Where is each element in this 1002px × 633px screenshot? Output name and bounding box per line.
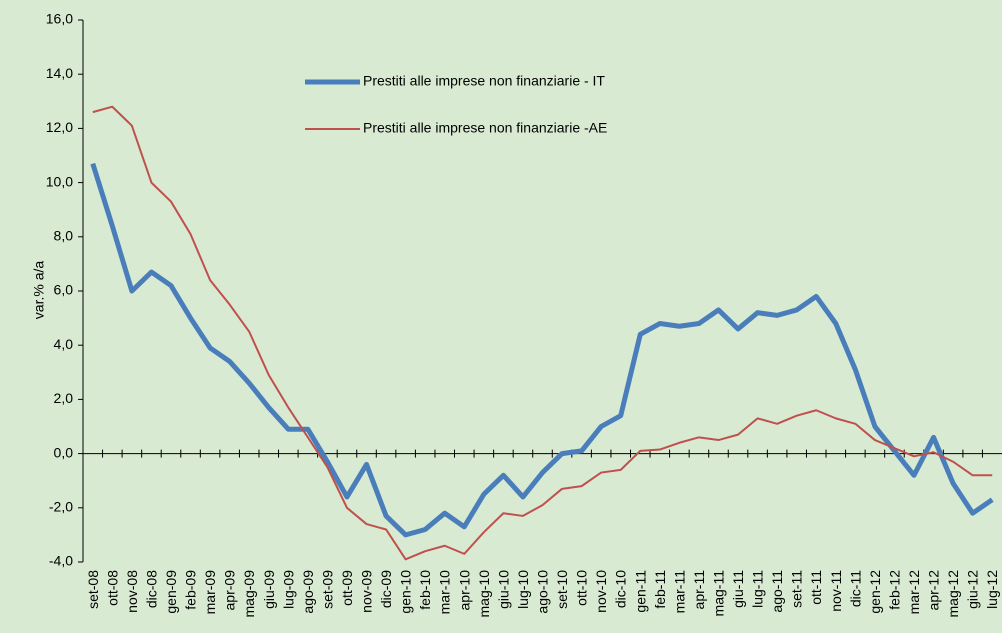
x-tick-label: apr-10 <box>456 570 472 611</box>
x-tick-label: ago-10 <box>535 570 551 614</box>
x-tick-label: mag-10 <box>476 570 492 618</box>
x-tick-label: set-11 <box>789 570 805 608</box>
x-tick-label: giu-12 <box>965 570 981 609</box>
x-tick-label: gen-11 <box>632 570 648 613</box>
x-tick-label: nov-08 <box>124 570 140 613</box>
legend-label: Prestiti alle imprese non finanziarie - … <box>363 73 605 89</box>
x-tick-label: mag-11 <box>710 570 726 617</box>
x-tick-label: nov-10 <box>593 570 609 613</box>
x-tick-label: nov-11 <box>828 570 844 612</box>
x-tick-label: apr-09 <box>222 570 238 611</box>
x-tick-label: ott-11 <box>808 570 824 605</box>
x-tick-label: dic-10 <box>613 570 629 608</box>
x-tick-label: ago-11 <box>769 570 785 613</box>
x-tick-label: set-08 <box>85 570 101 609</box>
x-tick-label: giu-09 <box>261 570 277 609</box>
x-tick-label: dic-11 <box>847 570 863 607</box>
y-tick-label: 4,0 <box>54 336 74 352</box>
x-tick-label: set-10 <box>554 570 570 609</box>
x-tick-label: feb-10 <box>417 570 433 610</box>
y-tick-label: 16,0 <box>46 11 73 27</box>
x-tick-label: apr-11 <box>691 570 707 610</box>
x-tick-label: ott-09 <box>339 570 355 606</box>
y-axis-label: var.% a/a <box>31 261 47 320</box>
x-tick-label: gen-09 <box>163 570 179 614</box>
y-tick-label: 12,0 <box>46 119 73 135</box>
y-tick-label: 0,0 <box>54 444 74 460</box>
y-tick-label: 14,0 <box>46 65 73 81</box>
x-tick-label: mar-09 <box>202 570 218 615</box>
x-tick-label: lug-12 <box>984 570 1000 609</box>
x-tick-label: apr-12 <box>926 570 942 611</box>
x-tick-label: mag-09 <box>241 570 257 618</box>
x-tick-label: lug-11 <box>750 570 766 608</box>
x-tick-label: lug-09 <box>280 570 296 609</box>
x-tick-label: dic-08 <box>143 570 159 608</box>
y-tick-label: -4,0 <box>49 553 73 569</box>
x-tick-label: ott-08 <box>104 570 120 606</box>
x-tick-label: feb-12 <box>886 570 902 610</box>
x-tick-label: giu-11 <box>730 570 746 608</box>
legend-label: Prestiti alle imprese non finanziarie -A… <box>363 120 607 136</box>
x-tick-label: feb-11 <box>652 570 668 609</box>
x-tick-label: set-09 <box>319 570 335 609</box>
x-tick-label: gen-12 <box>867 570 883 614</box>
y-tick-label: -2,0 <box>49 499 73 515</box>
x-tick-label: giu-10 <box>495 570 511 609</box>
y-tick-label: 2,0 <box>54 390 74 406</box>
x-tick-label: mag-12 <box>945 570 961 618</box>
x-tick-label: nov-09 <box>359 570 375 613</box>
x-tick-label: lug-10 <box>515 570 531 609</box>
x-tick-label: ott-10 <box>574 570 590 606</box>
x-tick-label: mar-12 <box>906 570 922 615</box>
x-tick-label: mar-11 <box>671 570 687 614</box>
series-line <box>92 105 993 561</box>
y-tick-label: 6,0 <box>54 282 74 298</box>
x-tick-label: gen-10 <box>398 570 414 614</box>
series-line <box>90 162 994 538</box>
x-tick-label: ago-09 <box>300 570 316 614</box>
x-tick-label: dic-09 <box>378 570 394 608</box>
x-tick-label: feb-09 <box>183 570 199 610</box>
x-tick-label: mar-10 <box>437 570 453 615</box>
y-tick-label: 8,0 <box>54 228 74 244</box>
y-tick-label: 10,0 <box>46 173 73 189</box>
